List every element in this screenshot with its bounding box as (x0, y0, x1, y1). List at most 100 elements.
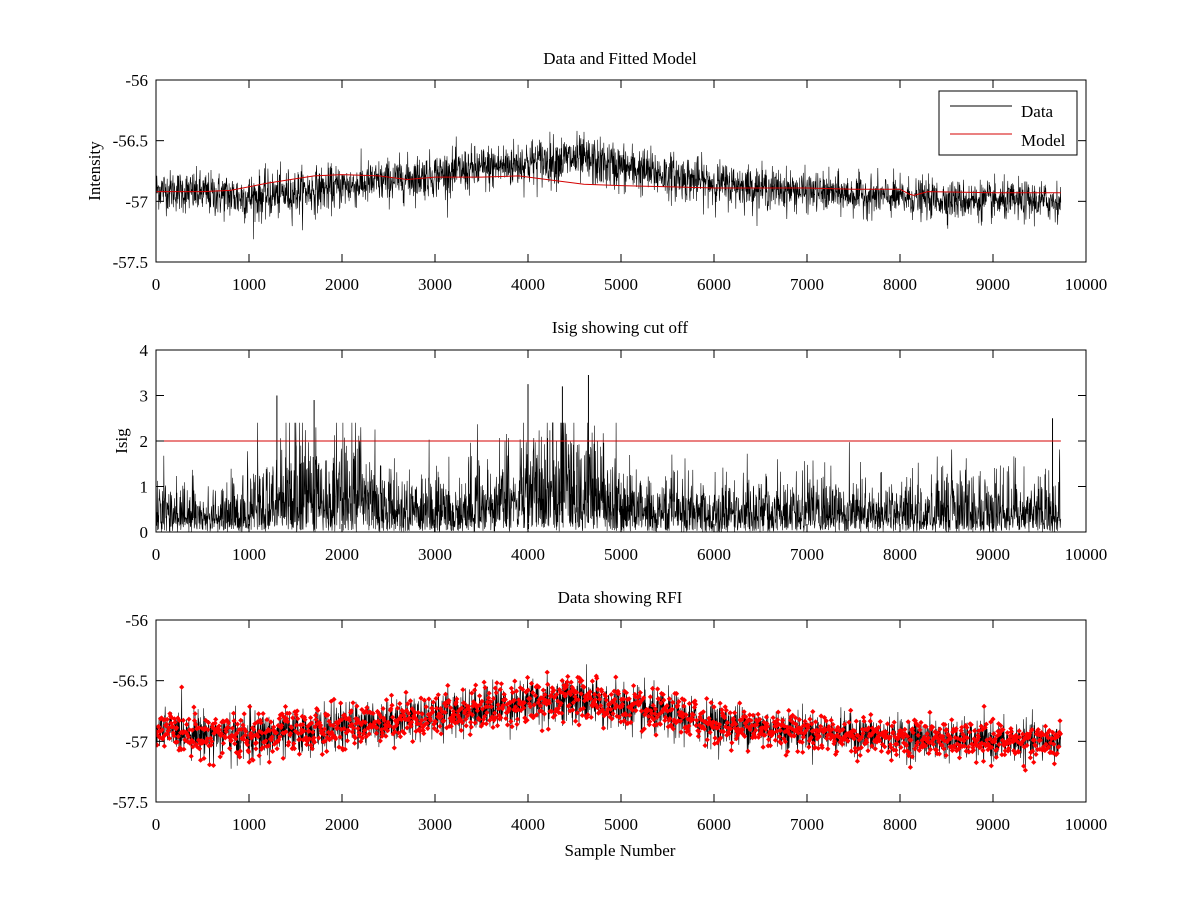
series-line-isig (156, 422, 1062, 532)
rfi-marker (829, 726, 835, 732)
rfi-marker (848, 748, 854, 754)
panel-isig-showing-cut-off: Isig showing cut off Isig 0 1000 2000 3000 4… (112, 318, 1107, 564)
rfi-marker (321, 726, 328, 732)
rfi-marker (306, 728, 312, 734)
rfi-marker (968, 722, 974, 728)
rfi-marker (269, 734, 275, 740)
rfi-marker (989, 744, 995, 750)
rfi-marker (223, 729, 229, 735)
rfi-marker (616, 714, 622, 720)
rfi-marker (732, 710, 738, 716)
rfi-marker (352, 740, 358, 746)
rfi-marker (330, 723, 336, 729)
rfi-marker (952, 735, 958, 741)
rfi-marker (485, 704, 491, 710)
rfi-marker (872, 746, 878, 752)
rfi-marker (556, 710, 562, 716)
rfi-marker (603, 693, 609, 699)
rfi-marker (219, 750, 225, 756)
rfi-marker (792, 715, 799, 721)
rfi-marker (311, 739, 318, 745)
rfi-marker (661, 697, 667, 703)
rfi-marker (242, 726, 248, 732)
rfi-marker (406, 715, 412, 721)
rfi-marker (285, 719, 291, 725)
rfi-marker (552, 712, 558, 718)
rfi-marker (777, 727, 783, 734)
rfi-marker (658, 700, 664, 706)
rfi-marker (503, 715, 509, 722)
rfi-marker (852, 745, 858, 751)
rfi-marker (304, 741, 310, 748)
rfi-marker (217, 754, 223, 760)
rfi-marker (437, 723, 443, 729)
rfi-marker (329, 729, 335, 735)
rfi-marker (1013, 732, 1019, 738)
rfi-marker (515, 716, 521, 722)
rfi-marker (201, 755, 207, 761)
rfi-marker (419, 717, 425, 723)
rfi-marker (376, 710, 382, 716)
rfi-marker (1055, 734, 1061, 740)
rfi-marker (861, 718, 867, 724)
rfi-marker (482, 713, 488, 719)
rfi-marker (421, 697, 427, 703)
rfi-marker (324, 748, 330, 754)
rfi-marker (309, 746, 315, 752)
rfi-marker (573, 718, 579, 724)
rfi-marker (527, 695, 533, 702)
rfi-marker (771, 730, 777, 736)
rfi-marker (596, 692, 602, 698)
rfi-marker (491, 695, 497, 702)
rfi-marker (448, 723, 454, 729)
rfi-marker (209, 738, 215, 745)
rfi-marker (801, 722, 807, 728)
rfi-marker (972, 728, 978, 734)
rfi-marker (683, 712, 689, 718)
rfi-marker (742, 733, 748, 739)
x-tick-label: 5000 (604, 275, 638, 294)
rfi-marker (546, 700, 552, 706)
rfi-marker (607, 714, 613, 720)
rfi-marker (379, 733, 385, 739)
rfi-marker (431, 725, 437, 731)
rfi-marker (915, 739, 921, 745)
rfi-marker (592, 697, 598, 703)
tick-labels: 0 1000 2000 3000 4000 5000 6000 7000 8000 9000 100… (113, 71, 1108, 294)
rfi-marker (816, 733, 823, 739)
x-tick-label: 2000 (325, 275, 359, 294)
rfi-marker (669, 706, 675, 712)
rfi-marker (922, 743, 929, 749)
rfi-marker (756, 734, 762, 740)
rfi-marker (469, 712, 475, 718)
rfi-marker (316, 735, 322, 741)
rfi-marker (707, 729, 713, 735)
plot-area (156, 664, 1064, 773)
rfi-marker (1030, 748, 1036, 754)
x-tick-label: 8000 (883, 275, 917, 294)
rfi-marker (772, 737, 778, 743)
rfi-marker (656, 696, 662, 702)
rfi-marker (334, 725, 340, 731)
rfi-marker (218, 731, 224, 737)
rfi-marker (414, 717, 420, 723)
rfi-marker (503, 710, 509, 716)
rfi-marker (356, 730, 362, 736)
rfi-marker (566, 702, 573, 708)
rfi-marker (676, 709, 682, 715)
rfi-marker (648, 708, 654, 714)
rfi-marker (282, 718, 288, 724)
rfi-marker (203, 717, 209, 723)
rfi-marker (417, 728, 423, 734)
rfi-marker (936, 739, 942, 745)
rfi-marker (647, 694, 653, 700)
rfi-marker (259, 730, 265, 736)
rfi-marker (726, 731, 732, 737)
rfi-marker (350, 725, 357, 731)
rfi-marker (738, 729, 744, 735)
rfi-marker (686, 701, 692, 707)
rfi-marker (993, 754, 999, 760)
rfi-marker (600, 725, 607, 731)
rfi-marker (724, 720, 730, 726)
rfi-marker (563, 684, 569, 690)
